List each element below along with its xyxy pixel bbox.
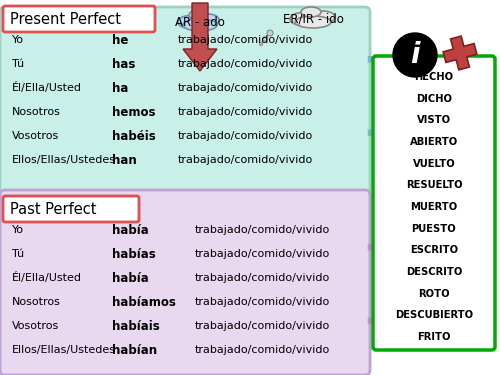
Text: DICHO: DICHO [416,94,452,104]
Text: Él/Ella/Usted: Él/Ella/Usted [12,273,82,284]
Ellipse shape [183,19,217,31]
Text: }: } [356,243,411,327]
Text: habíais: habíais [112,320,160,333]
FancyArrow shape [183,3,217,71]
Text: habéis: habéis [112,129,156,142]
Text: VISTO: VISTO [417,116,451,125]
Ellipse shape [295,16,331,28]
Text: habíamos: habíamos [112,296,176,309]
Ellipse shape [260,42,262,45]
Text: había: había [112,224,149,237]
Text: VUELTO: VUELTO [412,159,456,169]
Ellipse shape [290,12,316,26]
FancyBboxPatch shape [3,6,155,32]
Text: trabajado/comido/vivido: trabajado/comido/vivido [178,59,313,69]
Text: trabajado/comido/vivido: trabajado/comido/vivido [195,273,330,283]
Text: trabajado/comido/vivido: trabajado/comido/vivido [195,225,330,235]
Text: RESUELTO: RESUELTO [406,180,462,190]
FancyBboxPatch shape [373,56,495,350]
Text: trabajado/comido/vivido: trabajado/comido/vivido [195,249,330,259]
Text: hemos: hemos [112,105,156,118]
Text: Vosotros: Vosotros [12,321,60,331]
Polygon shape [443,36,477,70]
Text: Ellos/Ellas/Ustedes: Ellos/Ellas/Ustedes [12,155,116,165]
Text: Tú: Tú [12,59,24,69]
Text: Past Perfect: Past Perfect [10,201,97,216]
Text: AR - ado: AR - ado [175,15,225,28]
Text: ROTO: ROTO [418,289,450,298]
Ellipse shape [178,15,202,28]
Text: Present Perfect: Present Perfect [10,12,121,27]
Text: DESCUBIERTO: DESCUBIERTO [395,310,473,320]
Text: había: había [112,272,149,285]
Text: HECHO: HECHO [414,72,454,82]
Text: ABIERTO: ABIERTO [410,137,458,147]
Text: habían: habían [112,344,157,357]
Text: i: i [410,41,420,69]
Ellipse shape [263,37,267,41]
Text: trabajado/comido/vivido: trabajado/comido/vivido [178,35,313,45]
FancyBboxPatch shape [3,196,139,222]
Text: trabajado/comido/vivido: trabajado/comido/vivido [195,297,330,307]
Text: habías: habías [112,248,156,261]
Text: trabajado/comido/vivido: trabajado/comido/vivido [178,107,313,117]
Ellipse shape [189,10,207,20]
Text: trabajado/comido/vivido: trabajado/comido/vivido [195,321,330,331]
Text: ha: ha [112,81,128,94]
Text: Yo: Yo [12,225,24,235]
Text: MUERTO: MUERTO [410,202,458,212]
Text: has: has [112,57,136,70]
Text: DESCRITO: DESCRITO [406,267,462,277]
Text: trabajado/comido/vivido: trabajado/comido/vivido [178,131,313,141]
Text: Ellos/Ellas/Ustedes: Ellos/Ellas/Ustedes [12,345,116,355]
Text: ESCRITO: ESCRITO [410,245,458,255]
Ellipse shape [301,7,321,17]
Text: Tú: Tú [12,249,24,259]
Circle shape [393,33,437,77]
Ellipse shape [311,11,335,23]
Text: Nosotros: Nosotros [12,107,61,117]
Text: Yo: Yo [12,35,24,45]
Text: trabajado/comido/vivido: trabajado/comido/vivido [178,155,313,165]
Ellipse shape [267,30,273,36]
Text: Nosotros: Nosotros [12,297,61,307]
Text: Él/Ella/Usted: Él/Ella/Usted [12,82,82,93]
Ellipse shape [197,14,219,26]
Text: FRITO: FRITO [417,332,451,342]
Text: ER/IR - ido: ER/IR - ido [282,12,344,26]
Text: Vosotros: Vosotros [12,131,60,141]
Text: he: he [112,33,128,46]
Text: trabajado/comido/vivido: trabajado/comido/vivido [178,83,313,93]
Text: trabajado/comido/vivido: trabajado/comido/vivido [195,345,330,355]
Text: }: } [356,57,411,140]
Text: PUESTO: PUESTO [412,224,457,234]
Text: han: han [112,153,137,166]
FancyBboxPatch shape [0,7,370,195]
FancyBboxPatch shape [0,190,370,375]
